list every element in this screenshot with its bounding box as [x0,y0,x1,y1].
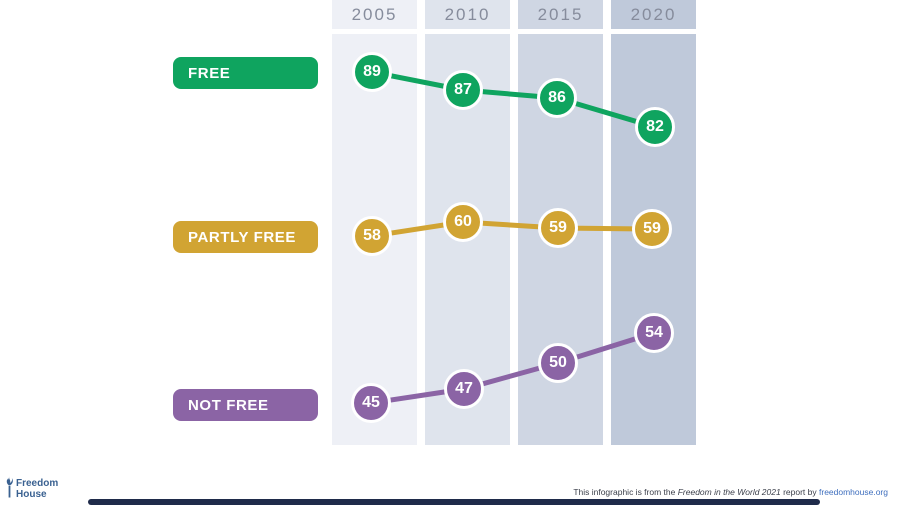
data-point-partly-free-2010: 60 [443,202,483,242]
torch-icon [5,476,14,503]
data-point-free-2015: 86 [537,78,577,118]
data-point-free-2005: 89 [352,52,392,92]
data-point-partly-free-2005: 58 [352,216,392,256]
data-point-not-free-2005: 45 [351,383,391,423]
logo-wordmark: Freedom House [16,478,59,500]
credit-prefix: This infographic is from the [573,487,678,497]
legend-free-label: FREE [173,57,318,89]
logo-line-2: House [16,488,47,500]
freedom-house-logo: Freedom House [5,476,58,503]
year-header-2010: 2010 [425,0,510,29]
legend-not-free-label: NOT FREE [173,389,318,421]
credit-middle: report by [780,487,819,497]
data-point-partly-free-2015: 59 [538,208,578,248]
credit-line: This infographic is from the Freedom in … [573,487,888,497]
freedomhouse-link[interactable]: freedomhouse.org [819,487,888,497]
data-point-free-2010: 87 [443,70,483,110]
data-point-partly-free-2020: 59 [632,209,672,249]
credit-report-title: Freedom in the World 2021 [677,487,781,497]
year-header-2005: 2005 [332,0,417,29]
logo-line-1: Freedom [16,478,59,489]
year-header-2015: 2015 [518,0,603,29]
data-point-not-free-2020: 54 [634,313,674,353]
data-point-not-free-2015: 50 [538,343,578,383]
bottom-progress-bar[interactable] [88,499,820,505]
data-point-not-free-2010: 47 [444,369,484,409]
data-point-free-2020: 82 [635,107,675,147]
legend-partly-free-label: PARTLY FREE [173,221,318,253]
year-header-2020: 2020 [611,0,696,29]
